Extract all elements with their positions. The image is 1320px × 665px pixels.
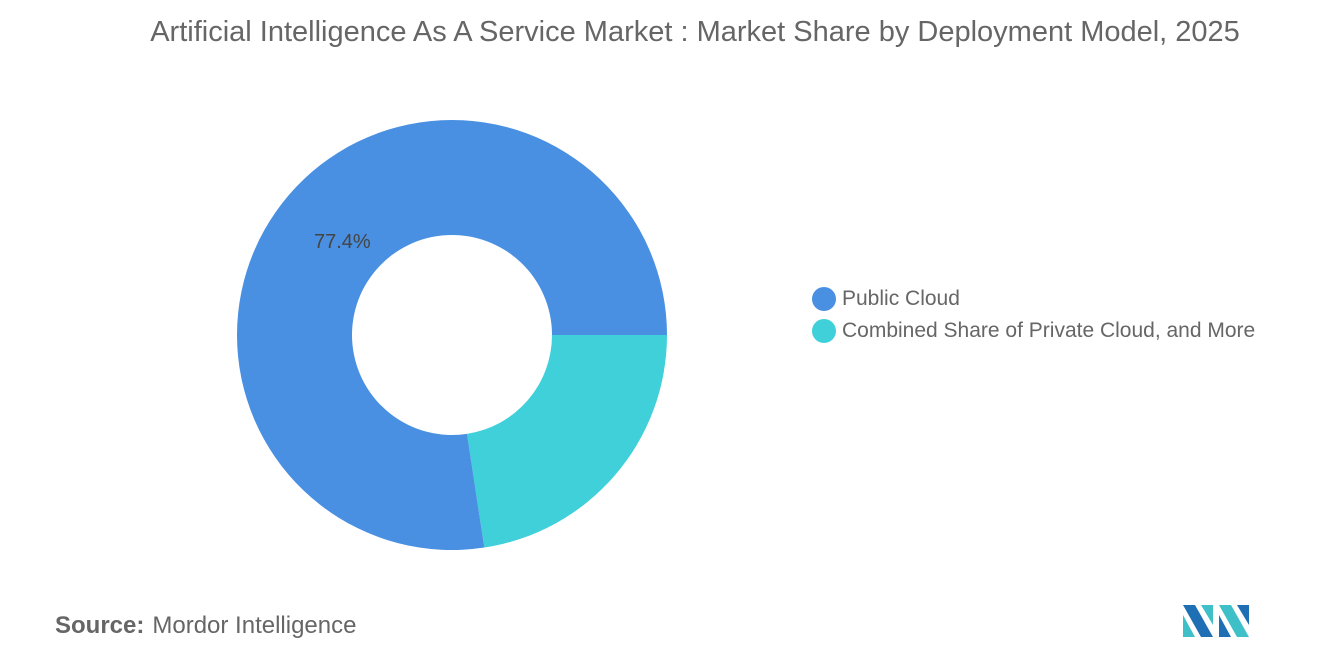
legend-item-public-cloud: Public Cloud <box>812 283 1255 315</box>
legend: Public Cloud Combined Share of Private C… <box>812 283 1255 347</box>
source-note: Source: Mordor Intelligence <box>55 612 356 640</box>
mordor-intelligence-logo <box>1183 605 1249 637</box>
legend-swatch <box>812 287 836 311</box>
slice-0 <box>237 120 667 550</box>
legend-label: Combined Share of Private Cloud, and Mor… <box>842 319 1256 342</box>
legend-item-combined-share: Combined Share of Private Cloud, and Mor… <box>812 315 1255 347</box>
data-label-0: 77.4% <box>314 231 371 253</box>
chart-title: Artificial Intelligence As A Service Mar… <box>150 16 1240 48</box>
source-label: Source: <box>55 612 145 639</box>
slice-1 <box>467 335 667 548</box>
legend-label: Public Cloud <box>842 287 960 310</box>
source-value: Mordor Intelligence <box>152 612 357 639</box>
legend-swatch <box>812 319 836 343</box>
